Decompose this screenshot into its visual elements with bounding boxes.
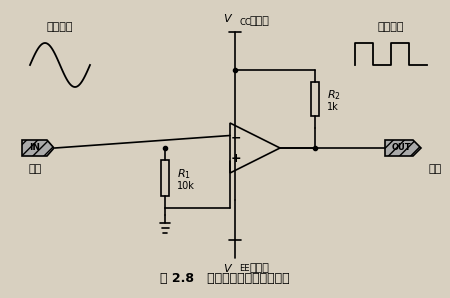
Text: CC: CC — [239, 18, 251, 27]
Polygon shape — [385, 140, 421, 156]
Text: 输出: 输出 — [428, 164, 441, 174]
Bar — [311, 82, 319, 117]
Text: EE: EE — [239, 264, 249, 273]
Text: 1k: 1k — [327, 102, 339, 112]
Text: 市电波形: 市电波形 — [47, 22, 73, 32]
Text: $V$: $V$ — [223, 262, 233, 274]
Text: −: − — [231, 131, 241, 144]
Text: OUT: OUT — [391, 144, 411, 153]
Text: 负电源: 负电源 — [249, 263, 269, 273]
Text: $V$: $V$ — [223, 12, 233, 24]
Polygon shape — [22, 140, 54, 156]
Bar — [161, 160, 169, 196]
Text: +: + — [231, 152, 241, 165]
Text: $R_2$: $R_2$ — [327, 88, 341, 102]
Text: $R_1$: $R_1$ — [177, 167, 191, 181]
Text: 10k: 10k — [177, 181, 195, 191]
Text: IN: IN — [30, 144, 40, 153]
Text: 图 2.8   基于运放的过零检测电路: 图 2.8 基于运放的过零检测电路 — [160, 272, 290, 285]
Text: 正电源: 正电源 — [249, 16, 269, 26]
Text: 控制波形: 控制波形 — [378, 22, 404, 32]
Text: 输入: 输入 — [28, 164, 41, 174]
